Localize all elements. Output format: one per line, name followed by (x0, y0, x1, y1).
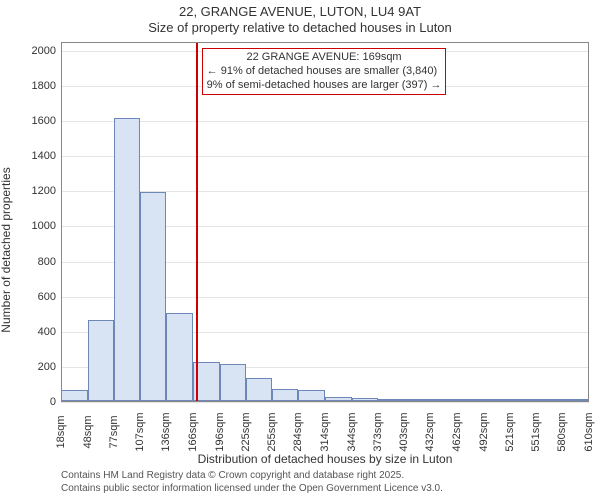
bar (325, 397, 352, 401)
y-tick-label: 0 (16, 396, 56, 408)
x-tick-label: 225sqm (240, 412, 252, 451)
grid-line (61, 402, 589, 403)
x-tick-label: 136sqm (160, 412, 172, 451)
reference-line (196, 43, 198, 401)
x-tick-label: 432sqm (424, 412, 436, 451)
bar (536, 399, 562, 401)
bar (457, 399, 484, 401)
annotation-line1: 22 GRANGE AVENUE: 169sqm (207, 51, 442, 65)
bar (140, 192, 166, 401)
y-tick-label: 1600 (16, 115, 56, 127)
bar (430, 399, 457, 401)
bar (88, 320, 114, 401)
x-tick-label: 107sqm (134, 412, 146, 451)
x-tick-label: 48sqm (82, 415, 94, 448)
bar (510, 399, 537, 401)
y-tick-label: 800 (16, 256, 56, 268)
x-tick-label: 196sqm (214, 412, 226, 451)
bar (272, 389, 298, 401)
x-tick-label: 551sqm (530, 412, 542, 451)
bar (220, 364, 246, 401)
bar (61, 390, 88, 401)
x-tick-label: 521sqm (504, 412, 516, 451)
x-tick-label: 284sqm (292, 412, 304, 451)
bar (166, 313, 193, 401)
y-tick-label: 2000 (16, 45, 56, 57)
bar (352, 398, 378, 401)
x-axis-label: Distribution of detached houses by size … (61, 452, 589, 466)
x-tick-label: 166sqm (187, 412, 199, 451)
y-tick-label: 1800 (16, 80, 56, 92)
bar (246, 378, 273, 401)
bar (484, 399, 510, 401)
chart-title-block: 22, GRANGE AVENUE, LUTON, LU4 9AT Size o… (0, 4, 600, 37)
x-tick-label: 255sqm (266, 412, 278, 451)
x-tick-label: 403sqm (398, 412, 410, 451)
x-tick-label: 610sqm (583, 412, 595, 451)
x-tick-label: 373sqm (372, 412, 384, 451)
annotation-box: 22 GRANGE AVENUE: 169sqm ← 91% of detach… (202, 48, 447, 95)
x-tick-label: 314sqm (319, 412, 331, 451)
bar (562, 399, 589, 401)
footer-line2: Contains public sector information licen… (61, 483, 443, 496)
plot-area: 22 GRANGE AVENUE: 169sqm ← 91% of detach… (61, 42, 589, 402)
annotation-line3: 9% of semi-detached houses are larger (3… (207, 79, 442, 93)
y-tick-label: 1200 (16, 185, 56, 197)
bar (404, 399, 430, 401)
footer-block: Contains HM Land Registry data © Crown c… (61, 470, 443, 495)
y-axis-label: Number of detached properties (0, 167, 13, 332)
bar (378, 399, 405, 401)
y-tick-label: 1400 (16, 150, 56, 162)
y-tick-label: 200 (16, 361, 56, 373)
bar (114, 118, 141, 401)
chart-title-line1: 22, GRANGE AVENUE, LUTON, LU4 9AT (0, 4, 600, 20)
chart-container: 22, GRANGE AVENUE, LUTON, LU4 9AT Size o… (0, 0, 600, 500)
x-tick-label: 77sqm (108, 415, 120, 448)
annotation-line2: ← 91% of detached houses are smaller (3,… (207, 65, 442, 79)
chart-title-line2: Size of property relative to detached ho… (0, 20, 600, 36)
y-tick-label: 1000 (16, 220, 56, 232)
x-tick-label: 462sqm (451, 412, 463, 451)
x-tick-label: 580sqm (556, 412, 568, 451)
x-tick-label: 18sqm (55, 415, 67, 448)
footer-line1: Contains HM Land Registry data © Crown c… (61, 470, 443, 483)
x-tick-label: 344sqm (346, 412, 358, 451)
y-tick-label: 400 (16, 326, 56, 338)
y-tick-label: 600 (16, 291, 56, 303)
bar (298, 390, 325, 401)
x-tick-label: 492sqm (478, 412, 490, 451)
